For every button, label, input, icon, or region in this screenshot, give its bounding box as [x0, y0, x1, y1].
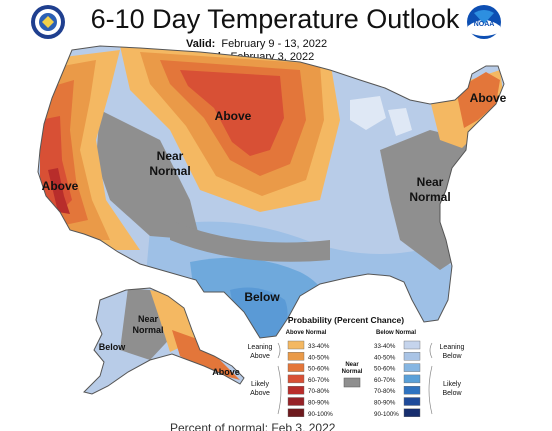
- footer-text: Percent of normal: Feb 3, 2022: [170, 421, 336, 431]
- legend-below-swatch-3: [403, 374, 421, 384]
- label-alaska-below: Below: [99, 342, 127, 352]
- legend-above-range-4: 70-80%: [308, 388, 330, 395]
- legend-leaning-above-1: Leaning: [248, 344, 273, 351]
- legend-above-swatch-5: [287, 397, 305, 406]
- alaska-outline: [83, 287, 245, 395]
- legend-likely-below-1: Likely: [443, 381, 461, 388]
- label-alaska-above: Above: [212, 367, 240, 377]
- valid-line: Valid: February 9 - 13, 2022: [186, 38, 327, 50]
- legend-above-range-6: 90-100%: [308, 411, 333, 418]
- legend-below-swatch-6: [403, 408, 421, 417]
- legend: Probability (Percent Chance) Above Norma…: [248, 315, 465, 418]
- svg-text:NOAA: NOAA: [474, 21, 495, 28]
- legend-below-swatch-0: [403, 340, 421, 350]
- legend-above-rows: 33-40% 40-50% 50-60% 60-70% 70-80% 80-90% 90-1…: [287, 340, 333, 418]
- legend-below-swatch-5: [403, 397, 421, 406]
- legend-above-swatch-6: [287, 408, 305, 417]
- legend-below-range-4: 70-80%: [374, 388, 396, 395]
- legend-leaning-below-2: Below: [442, 353, 462, 360]
- legend-below-header: Below Normal: [376, 330, 416, 336]
- label-near-normal-west-1: Near: [157, 149, 184, 163]
- legend-near-label-1: Near: [345, 362, 359, 368]
- page-title: 6-10 Day Temperature Outlook: [90, 4, 460, 34]
- legend-above-header: Above Normal: [286, 330, 327, 336]
- label-above-north-central: Above: [215, 109, 252, 123]
- commerce-seal-icon: [31, 5, 65, 39]
- legend-below-swatch-4: [403, 386, 421, 395]
- legend-above-range-3: 60-70%: [308, 377, 330, 384]
- legend-brace-likely-below: [428, 365, 433, 415]
- legend-below-swatch-2: [403, 363, 421, 372]
- noaa-logo-icon: NOAA: [467, 5, 501, 39]
- legend-below-range-6: 90-100%: [374, 411, 399, 418]
- legend-below-range-0: 33-40%: [374, 343, 396, 350]
- legend-below-rows: 33-40% 40-50% 50-60% 60-70% 70-80% 80-90% 90-1…: [374, 340, 421, 418]
- legend-brace-leaning-above: [277, 342, 281, 359]
- legend-brace-likely-above: [277, 365, 282, 415]
- legend-near-swatch: [343, 377, 361, 388]
- legend-below-range-5: 80-90%: [374, 400, 396, 407]
- label-above-west: Above: [42, 179, 79, 193]
- legend-title: Probability (Percent Chance): [288, 315, 404, 325]
- label-below-south: Below: [244, 290, 280, 304]
- legend-brace-leaning-below: [429, 342, 433, 359]
- legend-below-range-3: 60-70%: [374, 377, 396, 384]
- legend-above-swatch-1: [287, 352, 305, 361]
- legend-above-swatch-2: [287, 363, 305, 372]
- label-near-normal-east-1: Near: [417, 175, 444, 189]
- legend-leaning-below-1: Leaning: [440, 344, 465, 351]
- label-near-normal-east-2: Normal: [409, 190, 450, 204]
- valid-label: Valid:: [186, 38, 216, 50]
- valid-dates: February 9 - 13, 2022: [221, 38, 328, 50]
- legend-above-range-1: 40-50%: [308, 354, 330, 361]
- legend-above-range-5: 80-90%: [308, 400, 330, 407]
- legend-likely-above-1: Likely: [251, 381, 269, 388]
- legend-likely-above-2: Above: [250, 390, 270, 397]
- legend-above-swatch-0: [287, 340, 305, 350]
- legend-above-swatch-3: [287, 374, 305, 384]
- label-alaska-near-1: Near: [138, 314, 159, 324]
- label-near-normal-west-2: Normal: [149, 164, 190, 178]
- legend-below-swatch-1: [403, 352, 421, 361]
- conus-outline: [37, 45, 505, 339]
- legend-above-swatch-4: [287, 386, 305, 395]
- legend-near-label-2: Normal: [342, 369, 363, 375]
- legend-above-range-2: 50-60%: [308, 366, 330, 373]
- label-alaska-near-2: Normal: [132, 325, 163, 335]
- legend-above-range-0: 33-40%: [308, 343, 330, 350]
- label-above-northeast: Above: [470, 91, 507, 105]
- legend-below-range-2: 50-60%: [374, 366, 396, 373]
- legend-likely-below-2: Below: [442, 390, 462, 397]
- legend-leaning-above-2: Above: [250, 353, 270, 360]
- legend-below-range-1: 40-50%: [374, 354, 396, 361]
